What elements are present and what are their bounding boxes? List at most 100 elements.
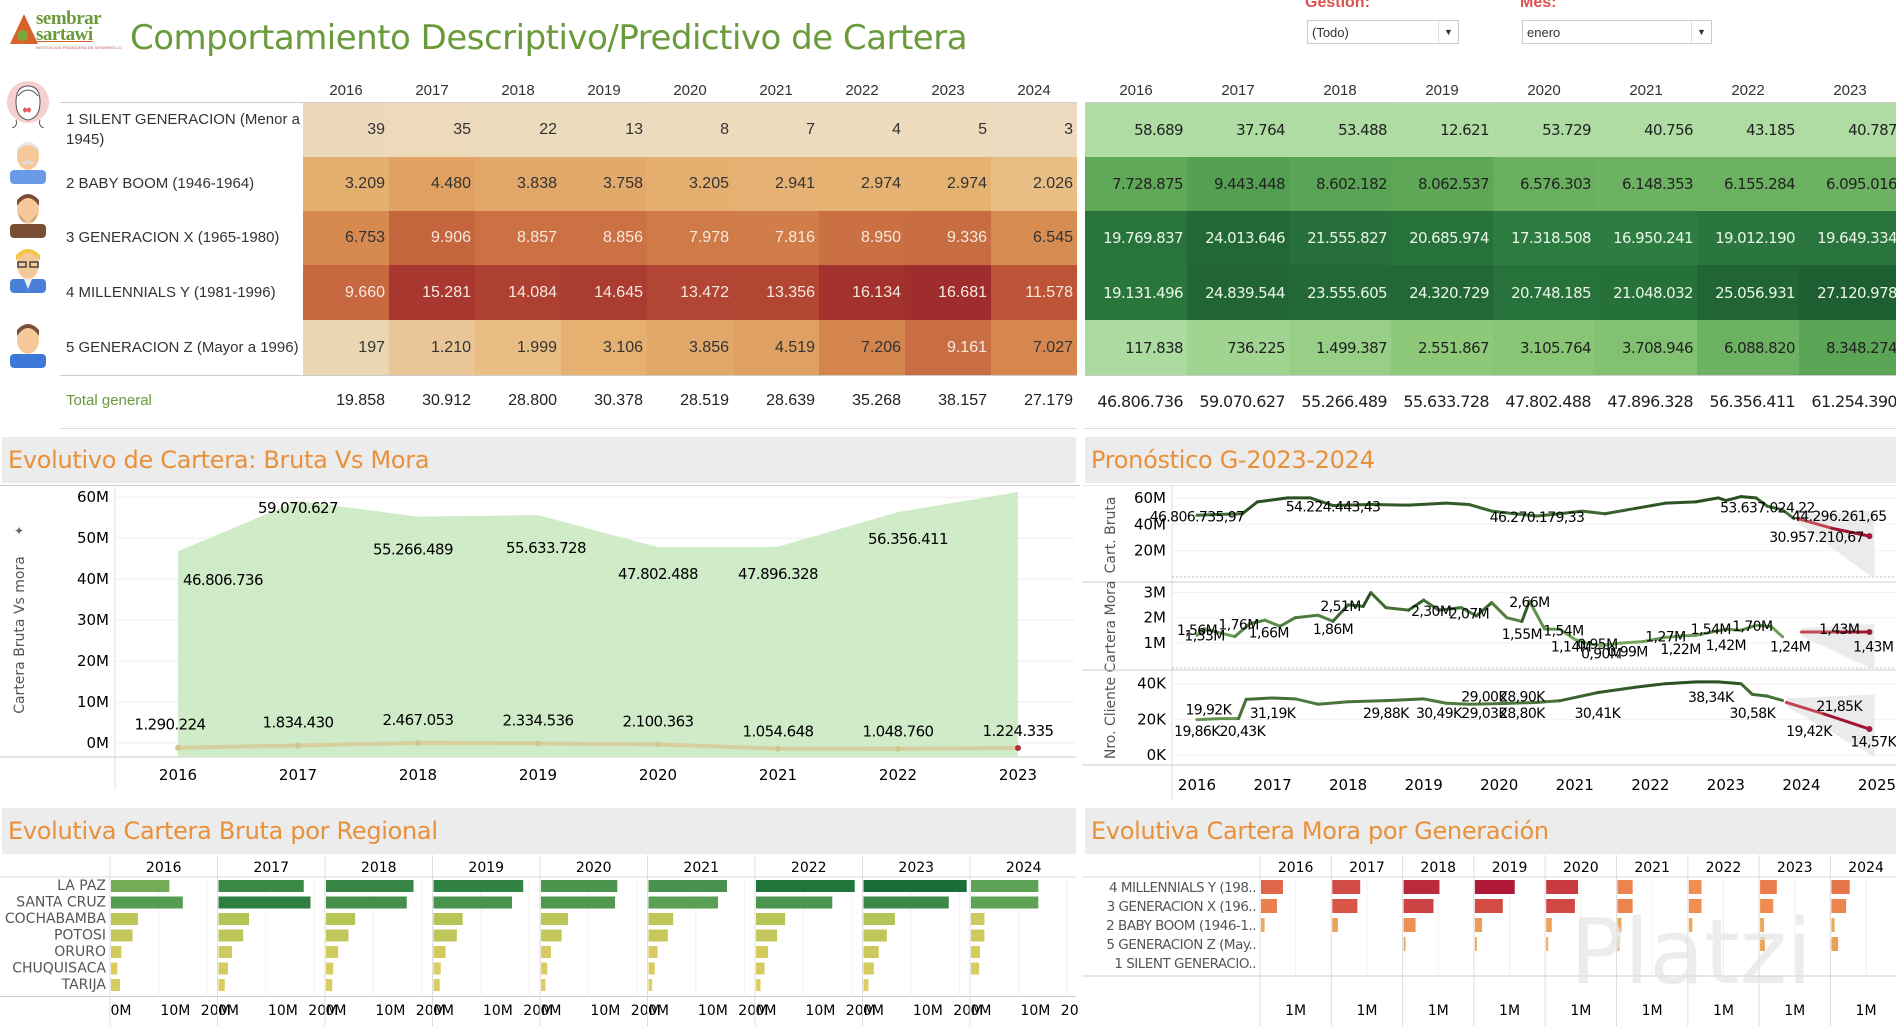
history-line-segment bbox=[1475, 601, 1494, 618]
history-line-segment bbox=[1505, 616, 1524, 623]
clients-cell: 39 bbox=[303, 103, 389, 157]
clients-total-cell: 28.639 bbox=[766, 392, 815, 409]
portfolio-cell: 21.048.032 bbox=[1595, 265, 1697, 320]
mora-bar bbox=[1831, 937, 1839, 951]
generation-label: 3 GENERACION X (196.. bbox=[1107, 899, 1256, 915]
region-bar bbox=[218, 913, 250, 925]
panel-axis-label: Cart. Bruta bbox=[1103, 497, 1119, 574]
forecast-data-label: 31,19K bbox=[1250, 706, 1297, 722]
generation-row-label: 2 BABY BOOM (1946-1964) bbox=[66, 175, 255, 192]
forecast-data-label: 28,90K bbox=[1499, 689, 1546, 705]
forecast-data-label: 2,51M bbox=[1320, 599, 1360, 615]
portfolio-cell: 21.555.827 bbox=[1289, 211, 1391, 265]
year-column-header: 2024 bbox=[1017, 82, 1051, 99]
clients-cell: 14.645 bbox=[561, 265, 647, 320]
chevron-down-icon[interactable]: ▼ bbox=[1691, 21, 1711, 43]
year-header: 2016 bbox=[146, 860, 182, 876]
generation-row-label: 4 MILLENNIALS Y (1981-1996) bbox=[66, 283, 276, 301]
mora-bar bbox=[1546, 918, 1552, 932]
region-bar bbox=[863, 979, 869, 991]
region-bar bbox=[326, 896, 407, 909]
x-tick-label: 10M bbox=[1020, 1003, 1050, 1019]
y-tick-label: 1M bbox=[1144, 634, 1167, 652]
region-bar bbox=[863, 880, 967, 892]
portfolio-cell: 24.013.646 bbox=[1187, 211, 1289, 265]
portfolio-cell: 6.155.284 bbox=[1697, 157, 1799, 211]
section-title-regional: Evolutiva Cartera Bruta por Regional bbox=[2, 808, 1076, 854]
history-line-segment bbox=[1754, 496, 1769, 508]
forecast-data-label: 30,49K bbox=[1416, 706, 1463, 722]
history-line-segment bbox=[1444, 501, 1471, 506]
year-column-header: 2021 bbox=[759, 82, 793, 99]
year-header: 2022 bbox=[791, 860, 827, 876]
region-bar bbox=[433, 962, 441, 975]
forecast-data-label: 1,56M bbox=[1177, 623, 1217, 639]
clients-cell: 13 bbox=[561, 103, 647, 157]
clients-total-cell: 19.858 bbox=[336, 392, 385, 409]
mora-data-label: 2.334.536 bbox=[503, 711, 574, 729]
region-bar bbox=[648, 880, 728, 892]
x-tick-label: 20M bbox=[416, 1003, 446, 1019]
forecast-end-point bbox=[1866, 533, 1873, 540]
history-line-segment bbox=[1407, 501, 1448, 507]
region-bar bbox=[218, 962, 228, 975]
history-line-segment bbox=[1633, 682, 1667, 689]
history-line-segment bbox=[1369, 503, 1411, 507]
forecast-data-label: 21,85K bbox=[1816, 699, 1863, 715]
x-tick-label: 2018 bbox=[1329, 776, 1367, 794]
year-header: 2018 bbox=[361, 860, 397, 876]
clients-cell: 3.758 bbox=[561, 157, 647, 211]
x-tick-label: 1M bbox=[1713, 1003, 1734, 1019]
history-line-segment bbox=[1663, 634, 1683, 639]
gestion-dropdown[interactable]: (Todo) ▼ bbox=[1307, 20, 1459, 44]
bruta-data-label: 55.266.489 bbox=[373, 541, 453, 559]
history-line-segment bbox=[1248, 618, 1267, 626]
portfolio-total-cell: 61.254.390 bbox=[1811, 391, 1896, 411]
year-column-header: 2020 bbox=[1527, 82, 1561, 99]
x-tick-label: 10M bbox=[375, 1003, 405, 1019]
page-title: Comportamiento Descriptivo/Predictivo de… bbox=[130, 18, 968, 58]
region-bar bbox=[756, 979, 761, 991]
clients-total-cell: 28.800 bbox=[508, 392, 557, 409]
x-tick-label: 20M bbox=[308, 1003, 338, 1019]
clients-cell: 35 bbox=[389, 103, 475, 157]
x-tick-label: 10M bbox=[590, 1003, 620, 1019]
portfolio-total-cell: 56.356.411 bbox=[1709, 391, 1795, 411]
clients-cell: 3 bbox=[991, 103, 1077, 157]
region-bar bbox=[648, 896, 719, 909]
region-bar bbox=[756, 880, 855, 892]
forecast-data-label: 29,88K bbox=[1363, 706, 1410, 722]
portfolio-cell: 40.756 bbox=[1595, 103, 1697, 157]
x-tick-label: 2024 bbox=[1782, 776, 1820, 794]
portfolio-cell: 6.148.353 bbox=[1595, 157, 1697, 211]
chevron-down-icon[interactable]: ▼ bbox=[1438, 21, 1458, 43]
y-tick-label: 60M bbox=[1134, 489, 1166, 507]
history-line-segment bbox=[1633, 501, 1667, 510]
region-bar bbox=[433, 929, 457, 942]
mora-generacion-bar-chart: 4 MILLENNIALS Y (198.. 3 GENERACION X (19… bbox=[1082, 855, 1896, 1026]
portfolio-cell: 20.748.185 bbox=[1493, 265, 1595, 320]
region-bar bbox=[326, 946, 339, 958]
region-bar bbox=[433, 979, 440, 991]
history-line-segment bbox=[1641, 635, 1667, 644]
history-line-segment bbox=[1694, 496, 1720, 504]
x-tick-label: 2025 bbox=[1858, 776, 1896, 794]
x-tick-label: 2020 bbox=[1480, 776, 1518, 794]
x-tick-label: 1M bbox=[1285, 1003, 1306, 1019]
clients-total-cell: 28.519 bbox=[680, 392, 729, 409]
region-bar bbox=[971, 946, 980, 958]
portfolio-cell: 19.131.496 bbox=[1085, 265, 1187, 320]
x-tick-label: 2022 bbox=[879, 766, 917, 784]
logo-dot-icon bbox=[17, 30, 28, 41]
generation-label: 5 GENERACION Z (May.. bbox=[1106, 937, 1256, 953]
table-divider bbox=[1085, 102, 1896, 103]
mora-data-label: 1.290.224 bbox=[135, 716, 206, 734]
mora-bar bbox=[1403, 899, 1434, 913]
logo-text-line1: sembrar bbox=[36, 8, 102, 29]
bearded-man-avatar-icon bbox=[10, 194, 46, 238]
forecast-data-label: 28,80K bbox=[1499, 706, 1546, 722]
y-tick-label: 20M bbox=[1134, 542, 1166, 560]
mes-dropdown[interactable]: enero ▼ bbox=[1522, 20, 1712, 44]
portfolio-cell: 7.728.875 bbox=[1085, 157, 1187, 211]
forecast-data-label: 44.296.261,65 bbox=[1792, 509, 1887, 525]
